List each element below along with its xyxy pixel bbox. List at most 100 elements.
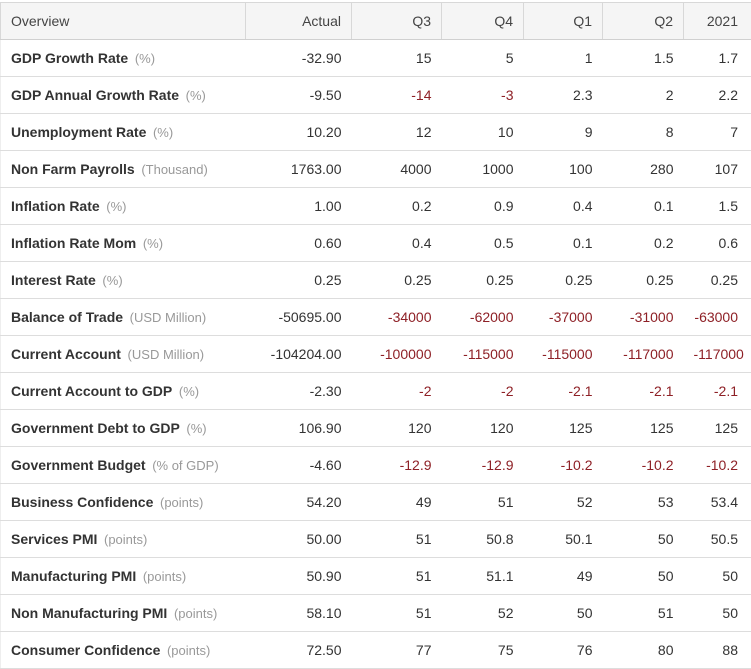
value-cell-q4: 50.8: [442, 521, 524, 558]
indicator-unit: (%): [183, 421, 207, 436]
indicator-link[interactable]: Unemployment Rate: [11, 124, 146, 140]
table-body: GDP Growth Rate (%) -32.90 15 5 1 1.5 1.…: [1, 40, 751, 669]
column-header-overview: Overview: [1, 3, 246, 40]
value-cell-q4: 10: [442, 114, 524, 151]
value-cell-actual: 106.90: [246, 410, 352, 447]
value-cell-2021: 7: [684, 114, 751, 151]
value-cell-2021: -117000: [684, 336, 751, 373]
value-cell-q2: 50: [603, 558, 684, 595]
value-cell-q4: -2: [442, 373, 524, 410]
value-cell-2021: 53.4: [684, 484, 751, 521]
indicator-unit: (points): [156, 495, 203, 510]
value-cell-q3: 0.25: [352, 262, 442, 299]
indicator-link[interactable]: Business Confidence: [11, 494, 153, 510]
value-cell-q3: -12.9: [352, 447, 442, 484]
indicator-link[interactable]: Current Account: [11, 346, 121, 362]
table-row: Non Farm Payrolls (Thousand) 1763.00 400…: [1, 151, 751, 188]
indicator-link[interactable]: Balance of Trade: [11, 309, 123, 325]
value-cell-q1: 2.3: [524, 77, 603, 114]
indicator-label-cell: Government Budget (% of GDP): [1, 447, 246, 484]
indicator-unit: (%): [103, 199, 127, 214]
value-cell-actual: 10.20: [246, 114, 352, 151]
value-cell-q3: -2: [352, 373, 442, 410]
value-cell-q1: 50.1: [524, 521, 603, 558]
value-cell-q3: -100000: [352, 336, 442, 373]
value-cell-q4: 51: [442, 484, 524, 521]
table-row: Current Account to GDP (%) -2.30 -2 -2 -…: [1, 373, 751, 410]
value-cell-q1: -115000: [524, 336, 603, 373]
value-cell-actual: 1763.00: [246, 151, 352, 188]
value-cell-2021: 125: [684, 410, 751, 447]
indicator-link[interactable]: Government Budget: [11, 457, 146, 473]
indicator-label-cell: Government Debt to GDP (%): [1, 410, 246, 447]
indicator-link[interactable]: Manufacturing PMI: [11, 568, 136, 584]
indicator-label-cell: Unemployment Rate (%): [1, 114, 246, 151]
value-cell-actual: -32.90: [246, 40, 352, 77]
value-cell-q2: 0.1: [603, 188, 684, 225]
value-cell-q2: 280: [603, 151, 684, 188]
value-cell-actual: -4.60: [246, 447, 352, 484]
value-cell-q1: -2.1: [524, 373, 603, 410]
value-cell-q4: 51.1: [442, 558, 524, 595]
indicator-unit: (%): [139, 236, 163, 251]
table-row: Manufacturing PMI (points) 50.90 51 51.1…: [1, 558, 751, 595]
table-row: GDP Growth Rate (%) -32.90 15 5 1 1.5 1.…: [1, 40, 751, 77]
value-cell-q4: 0.25: [442, 262, 524, 299]
indicator-link[interactable]: Government Debt to GDP: [11, 420, 180, 436]
value-cell-q4: -3: [442, 77, 524, 114]
indicator-link[interactable]: Consumer Confidence: [11, 642, 160, 658]
indicator-unit: (points): [100, 532, 147, 547]
value-cell-q1: -37000: [524, 299, 603, 336]
indicator-link[interactable]: Non Manufacturing PMI: [11, 605, 167, 621]
value-cell-actual: -2.30: [246, 373, 352, 410]
indicator-link[interactable]: GDP Annual Growth Rate: [11, 87, 179, 103]
indicator-link[interactable]: Inflation Rate Mom: [11, 235, 136, 251]
value-cell-q2: 0.25: [603, 262, 684, 299]
indicator-link[interactable]: Non Farm Payrolls: [11, 161, 135, 177]
value-cell-q2: -31000: [603, 299, 684, 336]
value-cell-q1: 49: [524, 558, 603, 595]
value-cell-q3: 51: [352, 521, 442, 558]
value-cell-q2: 50: [603, 521, 684, 558]
indicator-link[interactable]: Interest Rate: [11, 272, 96, 288]
indicator-link[interactable]: Current Account to GDP: [11, 383, 172, 399]
indicator-unit: (% of GDP): [149, 458, 219, 473]
value-cell-actual: 50.00: [246, 521, 352, 558]
indicator-link[interactable]: Inflation Rate: [11, 198, 100, 214]
value-cell-q2: 125: [603, 410, 684, 447]
value-cell-actual: 50.90: [246, 558, 352, 595]
value-cell-2021: 0.25: [684, 262, 751, 299]
column-header-2021: 2021: [684, 3, 751, 40]
indicator-unit: (USD Million): [124, 347, 204, 362]
value-cell-actual: -9.50: [246, 77, 352, 114]
table-row: Balance of Trade (USD Million) -50695.00…: [1, 299, 751, 336]
table-row: Inflation Rate (%) 1.00 0.2 0.9 0.4 0.1 …: [1, 188, 751, 225]
value-cell-q4: -12.9: [442, 447, 524, 484]
value-cell-q2: 1.5: [603, 40, 684, 77]
column-header-q3: Q3: [352, 3, 442, 40]
table-row: Government Debt to GDP (%) 106.90 120 12…: [1, 410, 751, 447]
table-row: Services PMI (points) 50.00 51 50.8 50.1…: [1, 521, 751, 558]
indicator-link[interactable]: Services PMI: [11, 531, 97, 547]
value-cell-q4: 0.5: [442, 225, 524, 262]
indicator-label-cell: Non Manufacturing PMI (points): [1, 595, 246, 632]
value-cell-q1: 0.25: [524, 262, 603, 299]
value-cell-q3: 120: [352, 410, 442, 447]
value-cell-actual: 0.25: [246, 262, 352, 299]
indicator-unit: (Thousand): [138, 162, 208, 177]
indicator-label-cell: GDP Annual Growth Rate (%): [1, 77, 246, 114]
value-cell-q1: -10.2: [524, 447, 603, 484]
value-cell-q4: -62000: [442, 299, 524, 336]
value-cell-actual: 54.20: [246, 484, 352, 521]
value-cell-2021: -2.1: [684, 373, 751, 410]
value-cell-2021: 2.2: [684, 77, 751, 114]
indicator-link[interactable]: GDP Growth Rate: [11, 50, 128, 66]
indicator-label-cell: Services PMI (points): [1, 521, 246, 558]
indicator-label-cell: Current Account to GDP (%): [1, 373, 246, 410]
value-cell-q3: 0.2: [352, 188, 442, 225]
value-cell-actual: 0.60: [246, 225, 352, 262]
value-cell-2021: 50: [684, 558, 751, 595]
value-cell-q1: 9: [524, 114, 603, 151]
